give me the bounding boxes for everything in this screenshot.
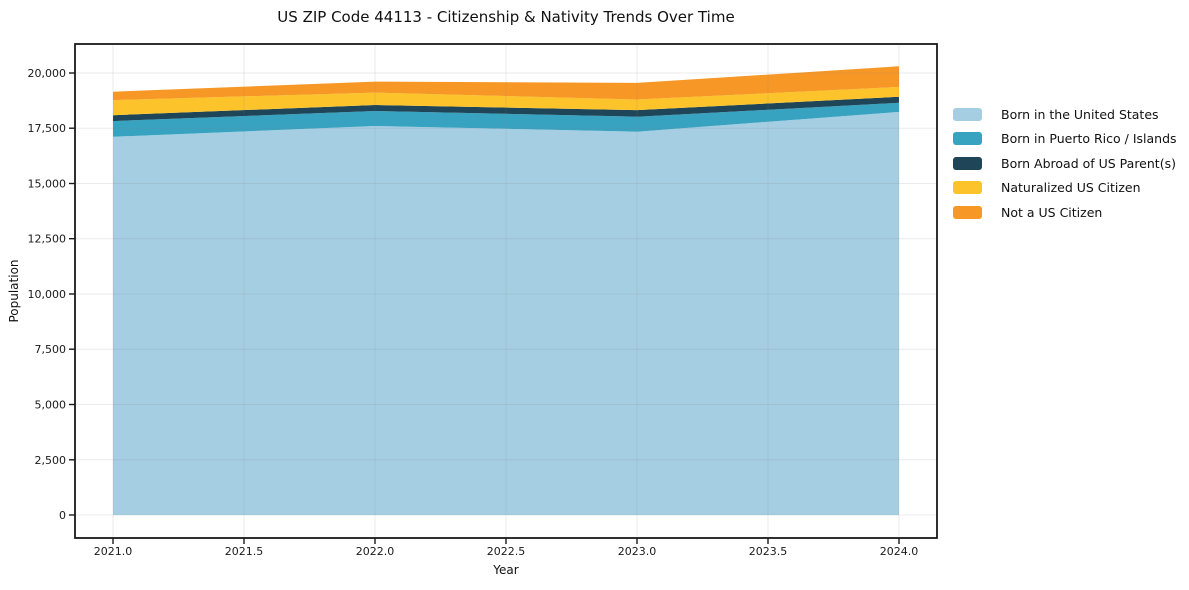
y-tick-label: 15,000 xyxy=(28,178,67,191)
x-tick-label: 2021.0 xyxy=(94,545,133,558)
x-tick-label: 2021.5 xyxy=(225,545,264,558)
x-tick-label: 2023.5 xyxy=(749,545,788,558)
y-tick-label: 17,500 xyxy=(28,122,67,135)
legend-item-born-in-us: Born in the United States xyxy=(953,102,1177,127)
x-tick-label: 2023.0 xyxy=(618,545,657,558)
legend-swatch-not-citizen xyxy=(953,205,982,219)
legend-label: Naturalized US Citizen xyxy=(1001,180,1141,196)
legend-item-naturalized: Naturalized US Citizen xyxy=(953,176,1177,201)
legend-swatch-puerto-rico xyxy=(953,132,982,146)
chart-title: US ZIP Code 44113 - Citizenship & Nativi… xyxy=(277,8,735,26)
area-born-in-puerto-rico-islands xyxy=(113,102,899,137)
legend: Born in the United States Born in Puerto… xyxy=(953,102,1177,225)
x-axis-label: Year xyxy=(493,563,519,577)
y-tick-label: 12,500 xyxy=(28,233,67,246)
y-tick-label: 10,000 xyxy=(28,288,67,301)
legend-label: Born in Puerto Rico / Islands xyxy=(1001,131,1177,147)
area-not-a-us-citizen xyxy=(113,66,899,101)
legend-item-born-abroad: Born Abroad of US Parent(s) xyxy=(953,151,1177,176)
y-axis-label: Population xyxy=(7,259,21,323)
x-tick-label: 2022.0 xyxy=(356,545,395,558)
y-tick-label: 0 xyxy=(59,509,66,522)
y-tick-label: 2,500 xyxy=(35,454,67,467)
y-tick-label: 7,500 xyxy=(35,343,67,356)
legend-item-puerto-rico: Born in Puerto Rico / Islands xyxy=(953,127,1177,152)
x-tick-label: 2022.5 xyxy=(487,545,526,558)
legend-swatch-born-in-us xyxy=(953,107,982,121)
x-tick-label: 2024.0 xyxy=(880,545,919,558)
legend-label: Born in the United States xyxy=(1001,106,1159,122)
y-tick-label: 20,000 xyxy=(28,67,67,80)
area-born-in-the-united-states xyxy=(113,111,899,516)
legend-item-not-citizen: Not a US Citizen xyxy=(953,200,1177,225)
y-tick-label: 5,000 xyxy=(35,399,67,412)
area-born-abroad-of-us-parent-s xyxy=(113,96,899,122)
legend-label: Not a US Citizen xyxy=(1001,204,1103,220)
legend-swatch-born-abroad xyxy=(953,156,982,170)
legend-label: Born Abroad of US Parent(s) xyxy=(1001,155,1176,171)
area-naturalized-us-citizen xyxy=(113,86,899,116)
legend-swatch-naturalized xyxy=(953,181,982,195)
